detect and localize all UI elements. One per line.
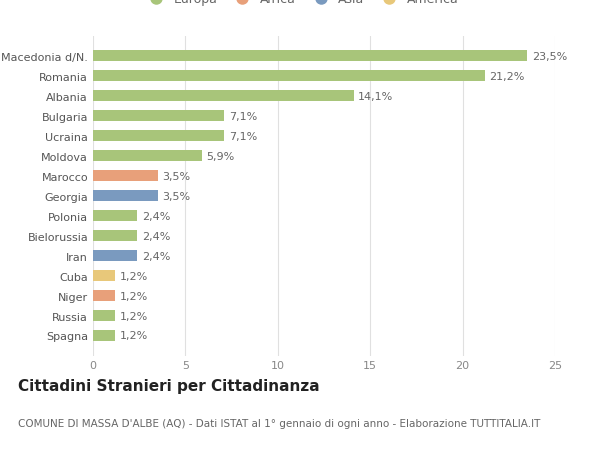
- Bar: [93, 291, 115, 302]
- Text: 2,4%: 2,4%: [142, 251, 170, 261]
- Text: 7,1%: 7,1%: [229, 131, 257, 141]
- Text: 1,2%: 1,2%: [120, 291, 148, 301]
- Bar: [93, 310, 115, 321]
- Bar: [93, 251, 137, 262]
- Bar: [93, 211, 137, 222]
- Bar: [93, 171, 158, 182]
- Text: 3,5%: 3,5%: [162, 171, 190, 181]
- Text: 23,5%: 23,5%: [532, 52, 567, 62]
- Legend: Europa, Africa, Asia, America: Europa, Africa, Asia, America: [143, 0, 458, 6]
- Bar: [93, 111, 224, 122]
- Text: 1,2%: 1,2%: [120, 271, 148, 281]
- Text: 21,2%: 21,2%: [490, 72, 525, 82]
- Bar: [93, 91, 353, 102]
- Bar: [93, 191, 158, 202]
- Bar: [93, 131, 224, 142]
- Text: 5,9%: 5,9%: [206, 151, 235, 162]
- Bar: [93, 230, 137, 241]
- Text: 3,5%: 3,5%: [162, 191, 190, 201]
- Text: 1,2%: 1,2%: [120, 331, 148, 341]
- Bar: [93, 151, 202, 162]
- Bar: [93, 71, 485, 82]
- Text: 1,2%: 1,2%: [120, 311, 148, 321]
- Text: 14,1%: 14,1%: [358, 92, 394, 101]
- Text: Cittadini Stranieri per Cittadinanza: Cittadini Stranieri per Cittadinanza: [18, 379, 320, 394]
- Text: 2,4%: 2,4%: [142, 231, 170, 241]
- Text: COMUNE DI MASSA D'ALBE (AQ) - Dati ISTAT al 1° gennaio di ogni anno - Elaborazio: COMUNE DI MASSA D'ALBE (AQ) - Dati ISTAT…: [18, 418, 541, 428]
- Text: 2,4%: 2,4%: [142, 211, 170, 221]
- Bar: [93, 51, 527, 62]
- Bar: [93, 270, 115, 281]
- Text: 7,1%: 7,1%: [229, 112, 257, 122]
- Bar: [93, 330, 115, 341]
